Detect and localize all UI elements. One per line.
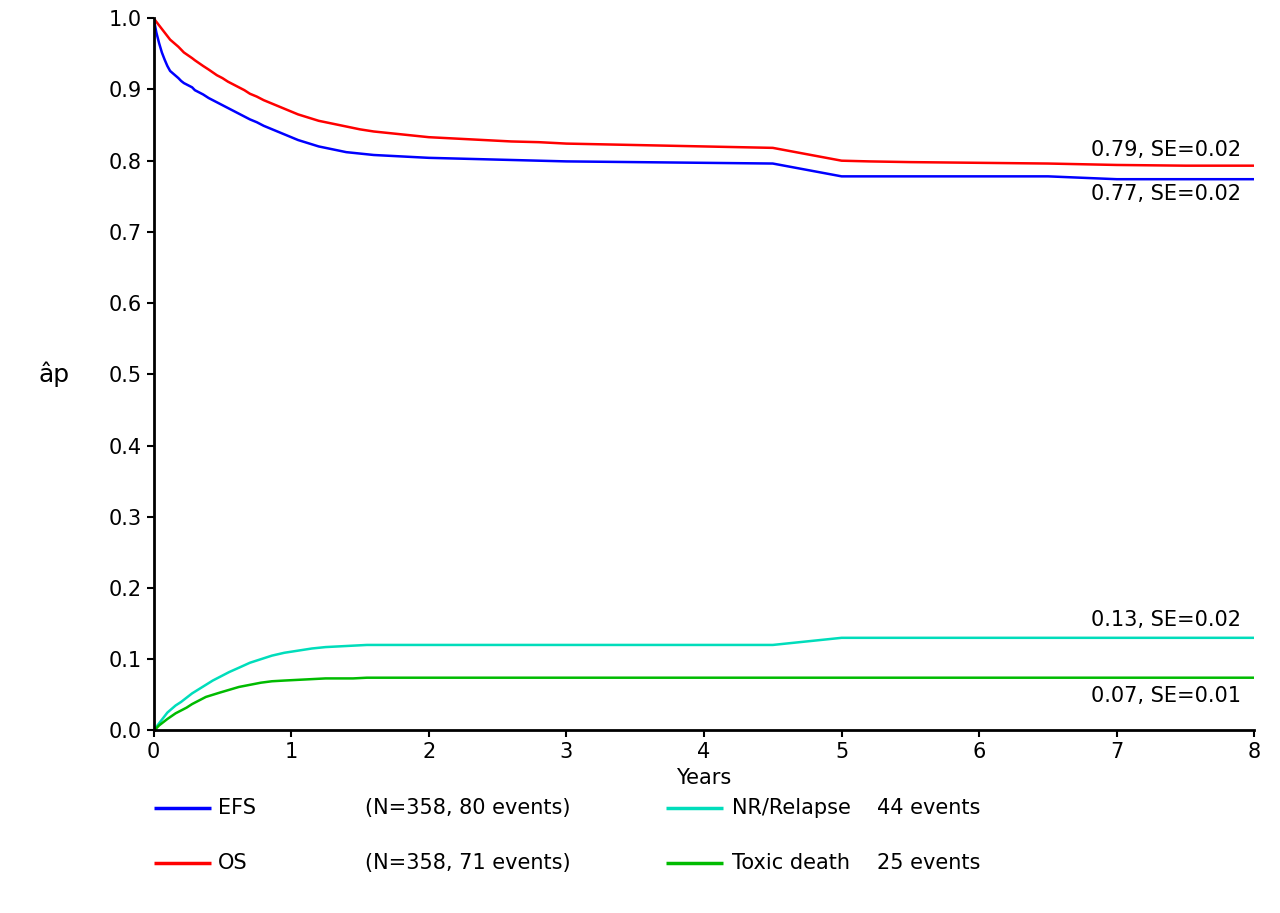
- Text: âp: âp: [38, 362, 70, 387]
- Text: (N=358, 71 events): (N=358, 71 events): [365, 853, 571, 873]
- Text: 0.13, SE=0.02: 0.13, SE=0.02: [1091, 610, 1240, 630]
- Text: 0.07, SE=0.01: 0.07, SE=0.01: [1091, 687, 1240, 707]
- Text: EFS: EFS: [218, 798, 256, 818]
- Text: 44 events: 44 events: [877, 798, 980, 818]
- Text: NR/Relapse: NR/Relapse: [732, 798, 851, 818]
- Text: 0.77, SE=0.02: 0.77, SE=0.02: [1091, 184, 1240, 205]
- Text: 0.79, SE=0.02: 0.79, SE=0.02: [1091, 140, 1240, 160]
- Text: (N=358, 80 events): (N=358, 80 events): [365, 798, 571, 818]
- Text: Toxic death: Toxic death: [732, 853, 850, 873]
- Text: OS: OS: [218, 853, 247, 873]
- X-axis label: Years: Years: [676, 768, 732, 788]
- Text: 25 events: 25 events: [877, 853, 980, 873]
